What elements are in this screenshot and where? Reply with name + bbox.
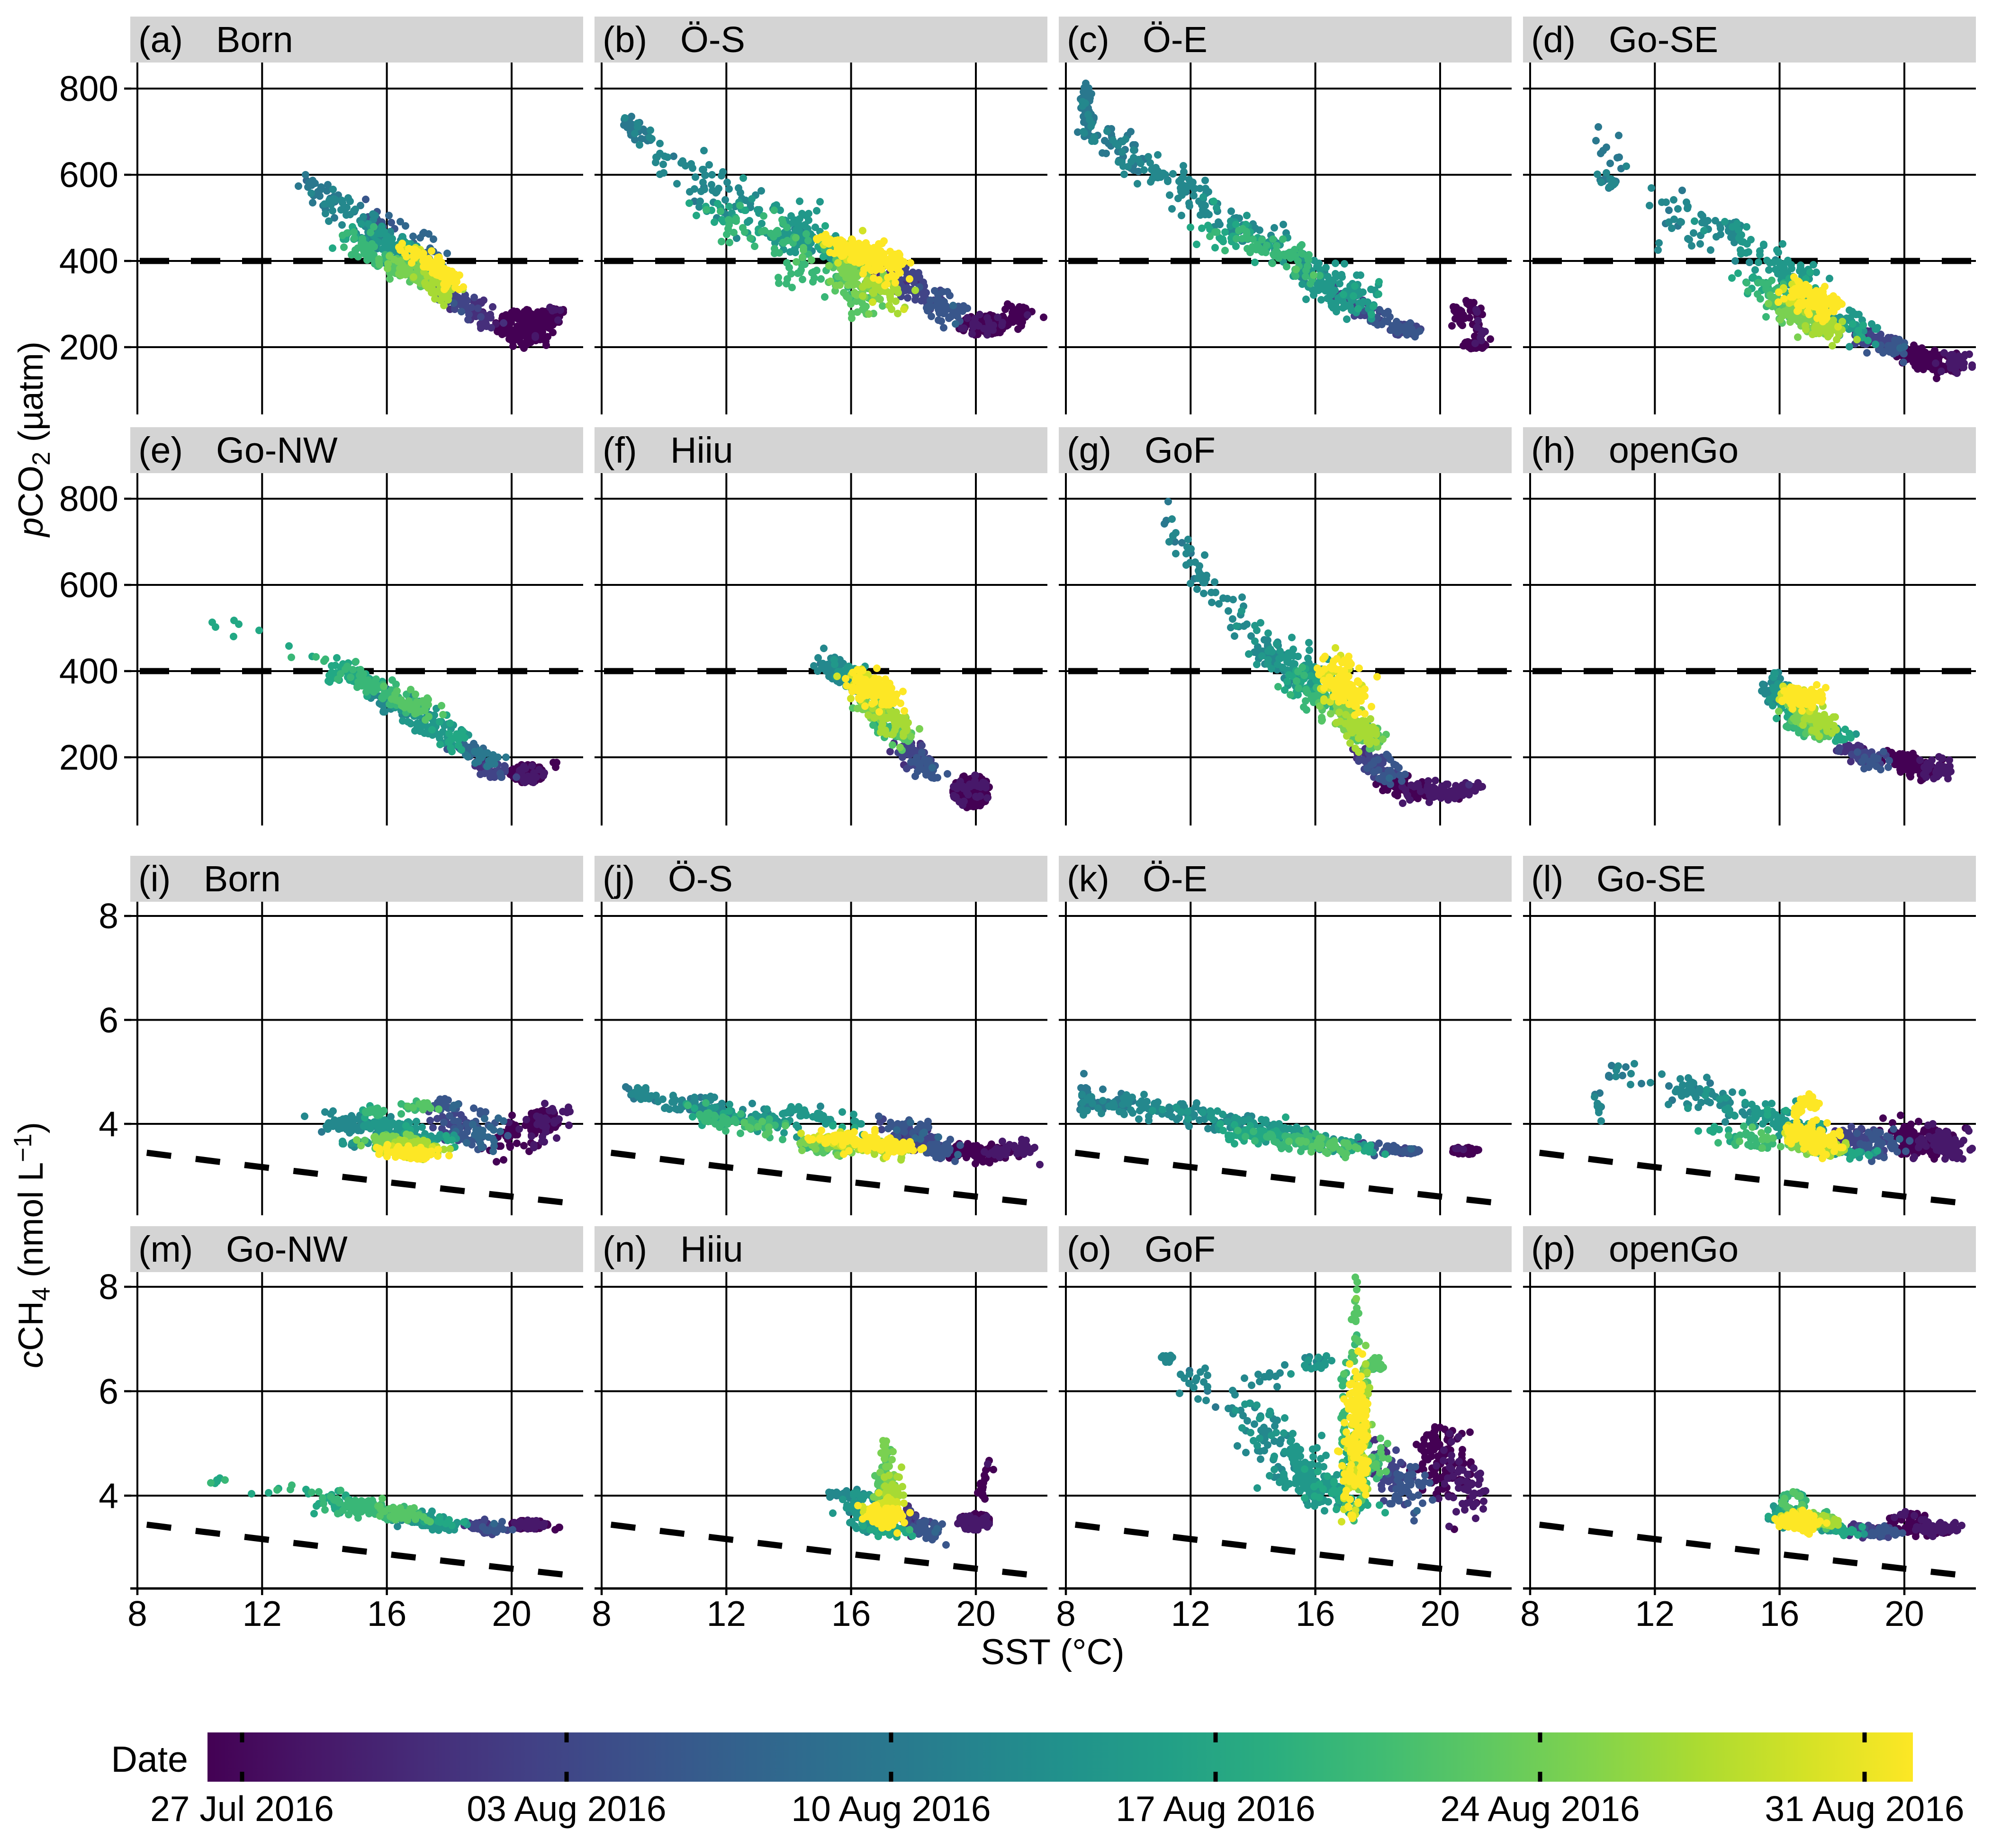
svg-text:(f): (f) <box>603 430 637 471</box>
svg-text:6: 6 <box>99 1372 118 1411</box>
svg-text:27 Jul 2016: 27 Jul 2016 <box>150 1789 334 1829</box>
svg-text:Go-SE: Go-SE <box>1596 859 1706 899</box>
svg-text:600: 600 <box>59 155 118 195</box>
svg-text:Go-SE: Go-SE <box>1609 19 1718 60</box>
svg-text:10 Aug 2016: 10 Aug 2016 <box>791 1789 991 1829</box>
svg-text:GoF: GoF <box>1145 1229 1216 1270</box>
svg-text:800: 800 <box>59 69 118 108</box>
svg-text:(g): (g) <box>1067 430 1111 471</box>
svg-text:(m): (m) <box>138 1229 193 1270</box>
svg-text:(a): (a) <box>138 19 183 60</box>
svg-text:4: 4 <box>99 1104 118 1144</box>
svg-text:(p): (p) <box>1531 1229 1576 1270</box>
svg-text:200: 200 <box>59 737 118 777</box>
svg-text:20: 20 <box>956 1594 995 1633</box>
svg-text:Go-NW: Go-NW <box>216 430 338 471</box>
svg-text:4: 4 <box>99 1476 118 1516</box>
svg-text:openGo: openGo <box>1609 1229 1739 1270</box>
svg-text:400: 400 <box>59 241 118 281</box>
svg-text:8: 8 <box>127 1594 147 1633</box>
svg-text:(c): (c) <box>1067 19 1109 60</box>
svg-text:(j): (j) <box>603 859 635 899</box>
svg-text:12: 12 <box>707 1594 746 1633</box>
svg-text:8: 8 <box>99 1267 118 1307</box>
svg-text:20: 20 <box>1420 1594 1460 1633</box>
svg-text:(i): (i) <box>138 859 171 899</box>
svg-text:GoF: GoF <box>1145 430 1216 471</box>
svg-text:8: 8 <box>1520 1594 1540 1633</box>
svg-text:200: 200 <box>59 327 118 367</box>
svg-text:800: 800 <box>59 479 118 519</box>
svg-text:Born: Born <box>216 19 293 60</box>
svg-text:16: 16 <box>1296 1594 1335 1633</box>
svg-text:16: 16 <box>831 1594 871 1633</box>
svg-text:20: 20 <box>1884 1594 1924 1633</box>
svg-text:cCH4 (nmol L−1): cCH4 (nmol L−1) <box>9 1122 55 1368</box>
svg-text:Hiiu: Hiiu <box>680 1229 743 1270</box>
svg-text:Go-NW: Go-NW <box>226 1229 348 1270</box>
svg-text:8: 8 <box>592 1594 612 1633</box>
svg-text:Ö-E: Ö-E <box>1143 859 1208 899</box>
svg-text:openGo: openGo <box>1609 430 1739 471</box>
svg-text:12: 12 <box>243 1594 282 1633</box>
svg-text:Ö-S: Ö-S <box>680 19 745 60</box>
svg-text:SST (°C): SST (°C) <box>981 1632 1124 1672</box>
svg-text:Ö-S: Ö-S <box>668 859 733 899</box>
svg-text:Ö-E: Ö-E <box>1143 19 1208 60</box>
svg-text:Hiiu: Hiiu <box>670 430 733 471</box>
svg-text:8: 8 <box>99 896 118 936</box>
svg-text:(e): (e) <box>138 430 183 471</box>
svg-text:17 Aug 2016: 17 Aug 2016 <box>1116 1789 1315 1829</box>
svg-text:20: 20 <box>492 1594 531 1633</box>
svg-text:Born: Born <box>204 859 281 899</box>
svg-text:(l): (l) <box>1531 859 1563 899</box>
svg-text:31 Aug 2016: 31 Aug 2016 <box>1765 1789 1964 1829</box>
svg-text:03 Aug 2016: 03 Aug 2016 <box>467 1789 666 1829</box>
svg-text:16: 16 <box>1760 1594 1799 1633</box>
svg-text:12: 12 <box>1171 1594 1210 1633</box>
svg-text:(h): (h) <box>1531 430 1576 471</box>
svg-text:400: 400 <box>59 651 118 691</box>
svg-text:(d): (d) <box>1531 19 1576 60</box>
svg-text:(b): (b) <box>603 19 647 60</box>
svg-text:600: 600 <box>59 565 118 605</box>
svg-text:(n): (n) <box>603 1229 647 1270</box>
svg-text:24 Aug 2016: 24 Aug 2016 <box>1440 1789 1640 1829</box>
svg-text:(k): (k) <box>1067 859 1109 899</box>
svg-text:16: 16 <box>367 1594 406 1633</box>
svg-text:8: 8 <box>1056 1594 1076 1633</box>
svg-text:12: 12 <box>1635 1594 1675 1633</box>
svg-text:6: 6 <box>99 1000 118 1040</box>
svg-text:Date: Date <box>111 1739 188 1780</box>
svg-text:pCO2 (µatm): pCO2 (µatm) <box>12 341 55 538</box>
svg-text:(o): (o) <box>1067 1229 1111 1270</box>
